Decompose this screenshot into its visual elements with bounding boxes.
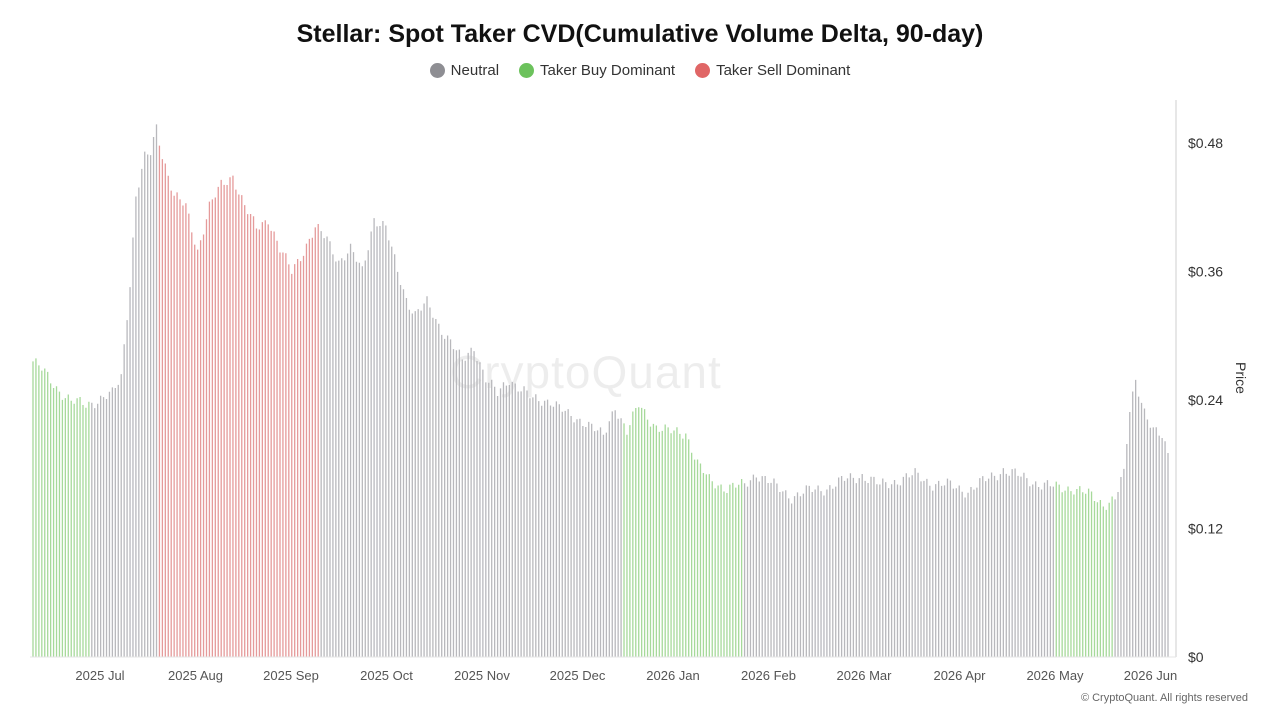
legend-taker-buy-dot — [519, 63, 535, 78]
y-tick-label: $0.48 — [1188, 135, 1223, 151]
y-tick-label: $0.12 — [1188, 521, 1223, 537]
copyright-footer: © CryptoQuant. All rights reserved — [1080, 692, 1248, 704]
x-tick-label: 2026 Apr — [933, 668, 986, 683]
y-tick-label: $0.24 — [1188, 392, 1223, 408]
x-tick-label: 2025 Aug — [168, 668, 223, 683]
legend-item-taker-sell[interactable]: Taker Sell Dominant — [695, 62, 850, 79]
x-tick-label: 2026 Mar — [837, 668, 893, 683]
y-tick-label: $0 — [1188, 649, 1204, 665]
legend-taker-buy-label: Taker Buy Dominant — [540, 62, 676, 79]
x-tick-label: 2026 Feb — [741, 668, 796, 683]
legend-neutral-label: Neutral — [450, 62, 500, 79]
x-tick-label: 2025 Dec — [550, 668, 606, 683]
x-axis-ticks: 2025 Jul 2025 Aug 2025 Sep 2025 Oct 2025 Nov… — [75, 668, 1177, 683]
x-tick-label: 2026 Jan — [646, 668, 700, 683]
legend-item-neutral[interactable]: Neutral — [429, 62, 500, 79]
x-tick-label: 2025 Nov — [454, 668, 510, 683]
legend-taker-sell-dot — [695, 63, 711, 78]
legend-item-taker-buy[interactable]: Taker Buy Dominant — [519, 62, 675, 79]
chart-bars — [32, 124, 1169, 657]
legend-neutral-dot — [429, 63, 445, 78]
x-tick-label: 2026 Jun — [1124, 668, 1178, 683]
legend-taker-sell-label: Taker Sell Dominant — [716, 62, 851, 79]
x-tick-label: 2025 Jul — [75, 668, 124, 683]
chart-title: Stellar: Spot Taker CVD(Cumulative Volum… — [296, 20, 984, 48]
chart-legend: Neutral Taker Buy Dominant Taker Sell Do… — [0, 62, 1280, 79]
x-tick-label: 2025 Sep — [263, 668, 319, 683]
y-axis-ticks: $0 $0.12 $0.24 $0.36 $0.48 — [1188, 135, 1223, 665]
x-tick-label: 2026 May — [1026, 668, 1084, 683]
y-tick-label: $0.36 — [1188, 263, 1223, 279]
x-tick-label: 2025 Oct — [360, 668, 413, 683]
y-axis-label: Price — [1233, 362, 1249, 394]
